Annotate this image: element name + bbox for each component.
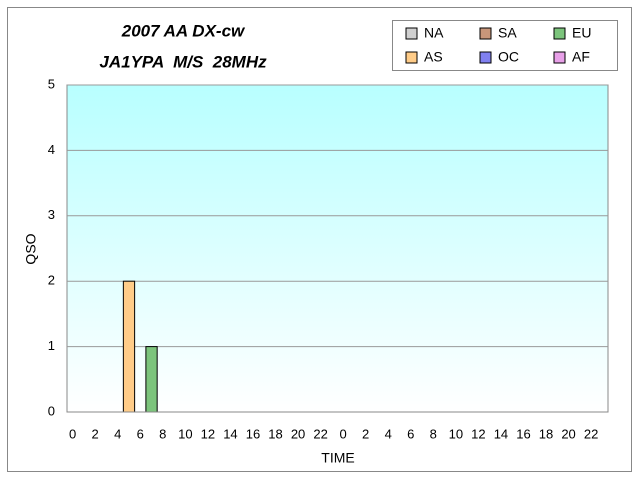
x-tick-label: 6 [407,426,414,441]
legend-swatch [405,27,418,40]
y-tick-label: 2 [48,273,55,288]
legend-swatch [479,51,492,64]
x-tick-label: 18 [268,426,282,441]
x-tick-label: 10 [449,426,463,441]
x-tick-label: 20 [561,426,575,441]
x-tick-label: 0 [340,426,347,441]
x-tick-label: 12 [471,426,485,441]
x-tick-label: 2 [92,426,99,441]
x-tick-label: 0 [69,426,76,441]
y-tick-label: 4 [48,142,55,157]
x-axis-label: TIME [321,450,354,466]
chart-title: 2007 AA DX-cw [121,21,246,40]
legend-label: SA [498,25,517,41]
x-tick-label: 6 [137,426,144,441]
x-tick-label: 16 [246,426,260,441]
x-tick-label: 8 [159,426,166,441]
x-tick-label: 18 [539,426,553,441]
x-tick-label: 22 [584,426,598,441]
legend-swatch [405,51,418,64]
bar [122,280,136,413]
legend-label: AS [424,49,443,65]
x-tick-label: 16 [516,426,530,441]
bar [145,346,158,413]
legend-label: NA [424,25,444,41]
chart-subtitle: JA1YPA M/S 28MHz [99,52,267,71]
x-tick-label: 14 [494,426,508,441]
x-tick-label: 22 [313,426,327,441]
x-tick-label: 2 [362,426,369,441]
legend-label: OC [498,49,519,65]
legend-swatch [479,27,492,40]
y-axis-label: QSO [23,233,39,264]
y-tick-label: 3 [48,207,55,222]
legend-swatch [553,27,566,40]
y-tick-label: 5 [48,76,55,91]
x-tick-label: 10 [178,426,192,441]
legend-label: AF [572,49,590,65]
legend [392,20,618,71]
x-tick-label: 12 [201,426,215,441]
legend-label: EU [572,25,591,41]
x-tick-label: 8 [430,426,437,441]
x-tick-label: 14 [223,426,237,441]
x-tick-label: 20 [291,426,305,441]
legend-swatch [553,51,566,64]
x-tick-label: 4 [114,426,121,441]
y-tick-label: 0 [48,403,55,418]
x-tick-label: 4 [385,426,392,441]
y-tick-label: 1 [48,338,55,353]
